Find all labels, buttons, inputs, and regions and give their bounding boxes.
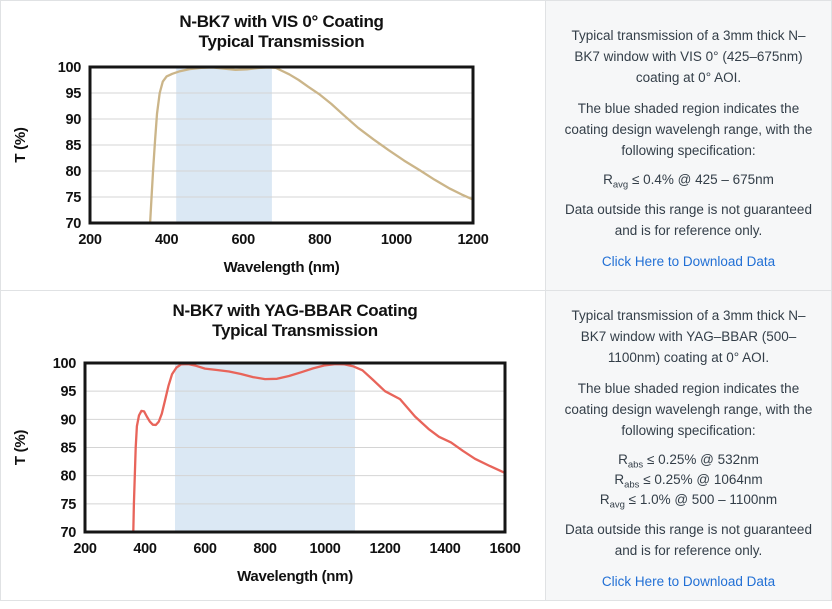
svg-text:800: 800 xyxy=(253,541,277,557)
yag-description: Typical transmission of a 3mm thick N–BK… xyxy=(571,307,806,365)
svg-text:200: 200 xyxy=(73,541,97,557)
svg-text:1200: 1200 xyxy=(457,232,488,248)
svg-text:400: 400 xyxy=(133,541,157,557)
yag-spec-line-1064: Rabs ≤ 0.25% @ 1064nm xyxy=(600,470,777,490)
spec-value: ≤ 0.4% @ 425 – 675nm xyxy=(628,171,774,187)
svg-text:N-BK7 with VIS 0° Coating: N-BK7 with VIS 0° Coating xyxy=(179,12,383,31)
svg-text:70: 70 xyxy=(65,216,81,232)
svg-text:70: 70 xyxy=(60,525,76,541)
vis-transmission-chart: 70 75 80 85 90 95 100 200 400 600 800 1000 1200 N-BK7… xyxy=(12,12,489,276)
svg-text:95: 95 xyxy=(65,86,81,102)
svg-text:90: 90 xyxy=(65,112,81,128)
svg-text:1600: 1600 xyxy=(489,541,520,557)
spec-symbol: R xyxy=(618,451,628,467)
yag-band-note: The blue shaded region indicates the coa… xyxy=(564,380,813,438)
svg-text:95: 95 xyxy=(60,384,76,400)
spec-subscript: avg xyxy=(612,179,629,191)
svg-text:T (%): T (%) xyxy=(12,430,29,465)
yag-spec-line-avg: Ravg ≤ 1.0% @ 500 – 1100nm xyxy=(600,490,777,510)
svg-text:N-BK7 with YAG-BBAR Coating: N-BK7 with YAG-BBAR Coating xyxy=(172,301,417,320)
svg-text:1400: 1400 xyxy=(429,541,460,557)
spec-subscript: avg xyxy=(609,499,625,511)
vis-spec-line: Ravg ≤ 0.4% @ 425 – 675nm xyxy=(603,170,774,190)
svg-text:600: 600 xyxy=(193,541,217,557)
spec-symbol: R xyxy=(614,471,625,487)
spec-value: ≤ 0.25% @ 532nm xyxy=(643,451,759,467)
svg-text:800: 800 xyxy=(308,232,332,248)
spec-value: ≤ 0.25% @ 1064nm xyxy=(639,471,763,487)
spec-subscript: abs xyxy=(624,479,640,491)
yag-transmission-chart: 70 75 80 85 90 95 100 200 400 600 800 1000 1200 1400 1… xyxy=(12,301,521,585)
svg-text:1000: 1000 xyxy=(309,541,340,557)
yag-chart-panel: 70 75 80 85 90 95 100 200 400 600 800 1000 1200 1400 1… xyxy=(1,291,546,600)
vis-band-note: The blue shaded region indicates the coa… xyxy=(564,100,813,158)
yag-info-panel: Typical transmission of a 3mm thick N–BK… xyxy=(546,291,831,600)
svg-text:400: 400 xyxy=(155,232,179,248)
vis-description: Typical transmission of a 3mm thick N–BK… xyxy=(571,27,806,85)
yag-outside-note: Data outside this range is not guarantee… xyxy=(565,521,812,558)
svg-text:200: 200 xyxy=(78,232,102,248)
vis-info-panel: Typical transmission of a 3mm thick N–BK… xyxy=(546,1,831,291)
yag-spec-line-532: Rabs ≤ 0.25% @ 532nm xyxy=(600,450,777,470)
svg-text:75: 75 xyxy=(60,497,76,513)
svg-text:1000: 1000 xyxy=(381,232,412,248)
svg-text:80: 80 xyxy=(65,164,81,180)
vis-specs: Ravg ≤ 0.4% @ 425 – 675nm xyxy=(603,170,774,190)
svg-text:600: 600 xyxy=(232,232,256,248)
svg-text:75: 75 xyxy=(65,190,81,206)
vis-outside-note: Data outside this range is not guarantee… xyxy=(565,201,812,238)
spec-symbol: R xyxy=(599,491,610,507)
svg-text:1200: 1200 xyxy=(369,541,400,557)
spec-symbol: R xyxy=(603,171,613,187)
svg-text:100: 100 xyxy=(58,60,82,76)
vis-chart-panel: 70 75 80 85 90 95 100 200 400 600 800 1000 1200 N-BK7… xyxy=(1,1,546,291)
svg-text:85: 85 xyxy=(60,441,76,457)
spec-value: ≤ 1.0% @ 500 – 1100nm xyxy=(624,491,778,507)
svg-text:85: 85 xyxy=(65,138,81,154)
svg-text:90: 90 xyxy=(60,412,76,428)
svg-text:100: 100 xyxy=(53,356,77,372)
svg-text:Typical Transmission: Typical Transmission xyxy=(199,32,365,51)
yag-download-link[interactable]: Click Here to Download Data xyxy=(601,573,776,589)
svg-text:T (%): T (%) xyxy=(12,127,29,162)
svg-text:Wavelength (nm): Wavelength (nm) xyxy=(224,259,340,276)
spec-subscript: abs xyxy=(627,459,644,471)
svg-text:Typical Transmission: Typical Transmission xyxy=(212,321,378,340)
svg-text:80: 80 xyxy=(60,469,76,485)
svg-text:Wavelength (nm): Wavelength (nm) xyxy=(237,568,353,585)
vis-download-link[interactable]: Click Here to Download Data xyxy=(601,253,776,269)
yag-specs: Rabs ≤ 0.25% @ 532nm Rabs ≤ 0.25% @ 1064… xyxy=(600,450,777,510)
